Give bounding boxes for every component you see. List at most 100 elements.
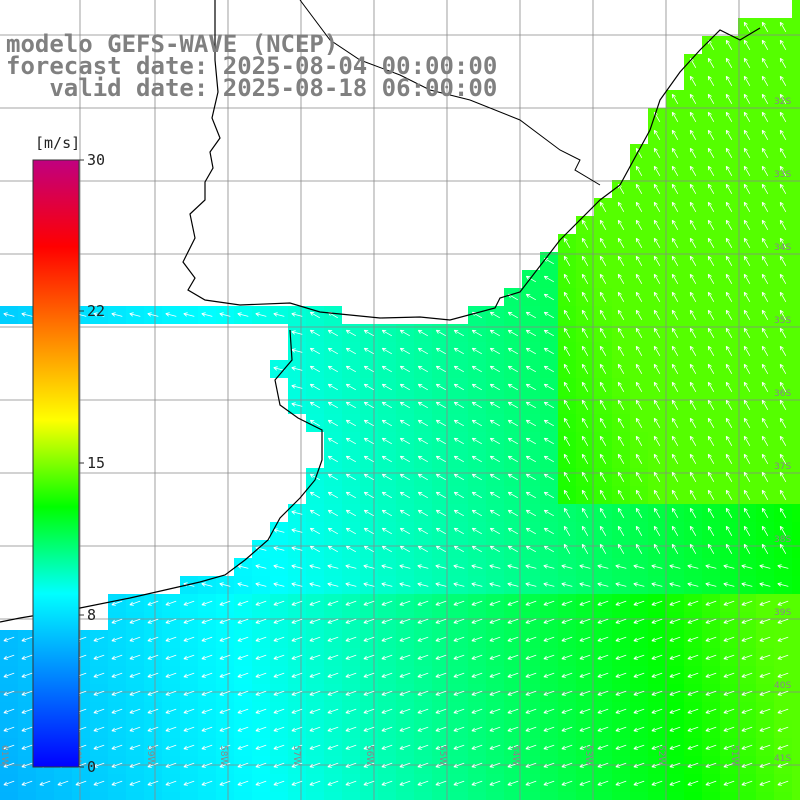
wind-arrow: [489, 708, 501, 714]
wind-arrow: [417, 600, 429, 606]
wind-arrow: [471, 401, 482, 409]
coastline-river-plate-north: [182, 0, 761, 321]
wind-arrow: [561, 564, 573, 569]
wind-arrow: [273, 366, 285, 371]
wind-arrow: [725, 255, 733, 266]
wind-arrow: [93, 636, 105, 642]
wind-arrow: [705, 690, 717, 696]
wind-arrow: [723, 726, 735, 732]
wind-arrow: [309, 690, 321, 696]
wind-arrow: [743, 75, 751, 86]
wind-arrow: [743, 327, 751, 338]
wind-arrow: [761, 435, 769, 446]
wind-arrow: [345, 365, 356, 373]
field-cell: [792, 504, 800, 522]
wind-arrow: [597, 582, 609, 587]
wind-arrow: [651, 672, 663, 678]
wind-arrow: [635, 345, 643, 356]
field-cell: [792, 306, 800, 324]
wind-arrow: [525, 744, 537, 750]
wind-arrow: [653, 165, 661, 176]
wind-arrow: [489, 491, 500, 499]
wind-arrow: [435, 329, 446, 337]
field-cell: [792, 72, 800, 90]
lat-label: 39S: [774, 608, 791, 618]
wind-arrow: [363, 527, 374, 535]
wind-arrow: [21, 762, 33, 768]
wind-arrow: [687, 582, 699, 587]
wind-arrow: [725, 435, 733, 446]
wind-arrow: [363, 564, 375, 569]
wind-arrow: [761, 93, 769, 104]
wind-arrow: [489, 383, 500, 391]
wind-arrow: [273, 726, 285, 732]
wind-arrow: [759, 600, 771, 606]
wind-arrow: [255, 582, 267, 587]
wind-arrow: [599, 525, 607, 536]
wind-arrow: [759, 636, 771, 642]
field-cell: [720, 792, 738, 804]
wind-arrow: [471, 329, 482, 337]
wind-arrow: [597, 672, 609, 678]
wind-arrow: [581, 489, 589, 500]
wind-arrow: [309, 473, 320, 481]
wind-arrow: [93, 726, 105, 732]
wind-arrow: [743, 309, 751, 320]
wind-arrow: [777, 780, 789, 786]
wind-arrow: [743, 201, 751, 212]
wind-arrow: [381, 744, 393, 750]
wind-arrow: [525, 654, 537, 660]
wind-arrow: [147, 636, 159, 642]
wind-arrow: [183, 780, 195, 786]
wind-arrow: [453, 491, 464, 499]
wind-arrow: [653, 201, 661, 212]
wind-arrow: [689, 273, 697, 284]
wind-arrow: [671, 489, 679, 500]
wind-arrow: [399, 762, 411, 768]
wind-arrow: [653, 435, 661, 446]
field-cell: [792, 162, 800, 180]
field-cell: [378, 792, 396, 804]
wind-arrow: [689, 363, 697, 374]
wind-arrow: [381, 726, 393, 732]
wind-arrow: [363, 600, 375, 606]
field-cell: [252, 792, 270, 804]
wind-arrow: [507, 690, 519, 696]
wind-arrow: [543, 347, 554, 355]
wind-arrow: [399, 654, 411, 660]
wind-arrow: [291, 762, 303, 768]
wind-arrow: [453, 708, 465, 714]
wind-arrow: [345, 690, 357, 696]
wind-arrow: [707, 471, 715, 482]
wind-arrow: [743, 273, 751, 284]
wind-arrow: [599, 345, 607, 356]
field-cell: [54, 792, 72, 804]
wind-arrow: [165, 780, 177, 786]
wind-arrow: [237, 744, 249, 750]
wind-arrow: [779, 363, 787, 374]
wind-arrow: [779, 57, 787, 68]
wind-arrow: [435, 636, 447, 642]
wind-arrow: [129, 762, 141, 768]
wind-arrow: [579, 618, 591, 624]
wind-arrow: [651, 762, 663, 768]
wind-arrow: [725, 147, 733, 158]
wind-arrow: [363, 455, 374, 463]
wind-arrow: [617, 543, 625, 554]
wind-arrow: [705, 582, 717, 587]
wind-arrow: [381, 708, 393, 714]
wind-arrow: [453, 690, 465, 696]
field-cell: [414, 792, 432, 804]
wind-arrow: [779, 435, 787, 446]
wind-arrow: [725, 75, 733, 86]
wind-arrow: [381, 329, 392, 337]
wind-arrow: [489, 600, 501, 606]
wind-arrow: [525, 690, 537, 696]
wind-arrow: [599, 435, 607, 446]
wind-arrow: [779, 471, 787, 482]
wind-arrow: [399, 329, 410, 337]
wind-arrow: [21, 780, 33, 786]
wind-arrow: [741, 582, 753, 587]
wind-arrow: [707, 291, 715, 302]
